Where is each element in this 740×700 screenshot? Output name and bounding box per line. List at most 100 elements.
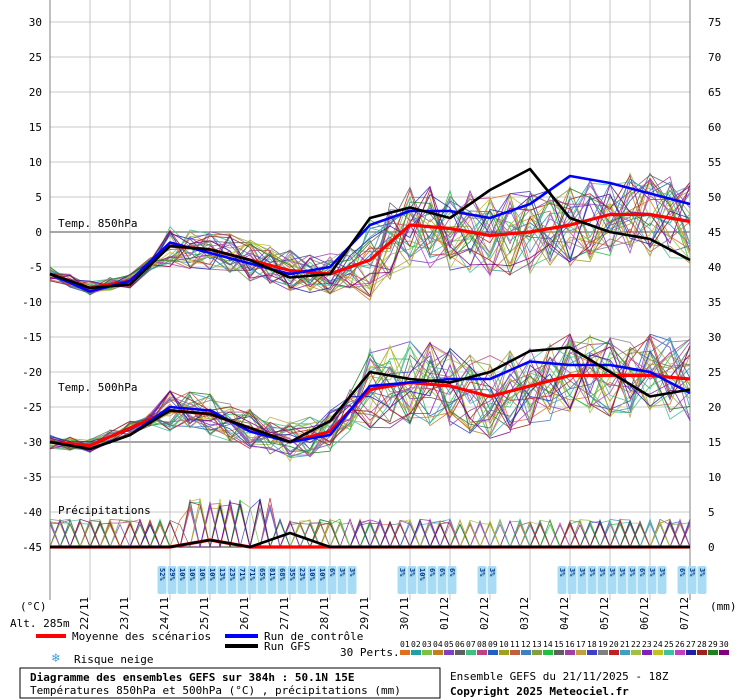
x-date-label: 01/12 <box>438 597 451 630</box>
y-tick-left: 25 <box>29 51 42 64</box>
snow-risk-value: 3% <box>698 568 706 577</box>
snow-risk-value: 6% <box>678 568 686 577</box>
snow-risk-value: 3% <box>338 568 346 577</box>
pert-swatch <box>642 650 652 655</box>
snow-risk-badge: 6% <box>427 566 437 594</box>
snow-risk-bg <box>617 566 627 594</box>
pert-number: 09 <box>488 640 498 649</box>
legend-gfs-label: Run GFS <box>264 640 310 653</box>
snow-risk-bg <box>157 566 167 594</box>
legend-control-label: Run de contrôle <box>264 630 363 643</box>
snow-risk-badge: 52% <box>157 566 167 594</box>
snow-risk-bg <box>447 566 457 594</box>
snow-risk-value: 6% <box>438 568 446 577</box>
pert-swatch <box>653 650 663 655</box>
y-tick-left: -10 <box>22 296 42 309</box>
ensemble-member-t850 <box>49 178 691 296</box>
snow-risk-bg <box>277 566 287 594</box>
snow-risk-badge: 3% <box>647 566 657 594</box>
snow-risk-bg <box>167 566 177 594</box>
ensemble-member-t850 <box>49 181 691 286</box>
snow-risk-bg <box>187 566 197 594</box>
y-tick-left: -45 <box>22 541 42 554</box>
snow-risk-badge: 13% <box>217 566 227 594</box>
snow-risk-badge: 6% <box>437 566 447 594</box>
snow-risk-bg <box>397 566 407 594</box>
snow-risk-value: 3% <box>608 568 616 577</box>
legend-snow-label: Risque neige <box>74 653 153 666</box>
snow-risk-value: 3% <box>488 568 496 577</box>
series-precip-gfs <box>50 531 690 549</box>
snow-risk-badge: 3% <box>567 566 577 594</box>
ensemble-member-t850 <box>49 181 691 293</box>
snow-risk-badge: 29% <box>167 566 177 594</box>
snow-risk-value: 10% <box>188 568 196 581</box>
pert-number: 27 <box>686 640 696 649</box>
y-tick-left: -25 <box>22 401 42 414</box>
pert-number: 22 <box>631 640 641 649</box>
snow-risk-bg <box>407 566 417 594</box>
snow-risk-bg <box>197 566 207 594</box>
snow-risk-value: 3% <box>688 568 696 577</box>
snow-risk-value: 6% <box>328 568 336 577</box>
pert-swatch <box>488 650 498 655</box>
ensemble-member-t500 <box>49 346 691 453</box>
snow-risk-badge: 3% <box>617 566 627 594</box>
snow-risk-value: 3% <box>628 568 636 577</box>
snow-risk-value: 3% <box>618 568 626 577</box>
y-tick-right: 15 <box>708 436 721 449</box>
y-tick-left: 30 <box>29 16 42 29</box>
snow-risk-value: 3% <box>568 568 576 577</box>
ensemble-member-t500 <box>49 338 691 458</box>
x-date-label: 06/12 <box>638 597 651 630</box>
pert-number: 15 <box>554 640 564 649</box>
snow-risk-badge: 10% <box>417 566 427 594</box>
snow-risk-badge: 10% <box>177 566 187 594</box>
snow-risk-badge: 10% <box>197 566 207 594</box>
ensemble-member-t500 <box>49 341 691 453</box>
series-t500-control <box>49 360 691 451</box>
snow-risk-bg <box>237 566 247 594</box>
snow-risk-badge: 3% <box>407 566 417 594</box>
snow-risk-value: 3% <box>478 568 486 577</box>
main-series-lines <box>49 167 691 549</box>
y-tick-right: 30 <box>708 331 721 344</box>
snow-risk-badge: 35% <box>287 566 297 594</box>
snow-risk-value: 10% <box>418 568 426 581</box>
x-date-label: 23/11 <box>118 597 131 630</box>
snow-risk-value: 52% <box>158 568 166 581</box>
y-tick-right: 5 <box>708 506 715 519</box>
snow-risk-bg <box>257 566 267 594</box>
snow-risk-bg <box>267 566 277 594</box>
pert-number: 21 <box>620 640 630 649</box>
pert-number: 08 <box>477 640 487 649</box>
snow-risk-bg <box>657 566 667 594</box>
pert-number: 03 <box>422 640 432 649</box>
pert-swatch <box>620 650 630 655</box>
pert-swatch <box>719 650 729 655</box>
snow-risk-badge: 71% <box>247 566 257 594</box>
y-tick-left: -20 <box>22 366 42 379</box>
pert-swatch <box>631 650 641 655</box>
pert-number: 11 <box>510 640 520 649</box>
panel-label-500: Temp. 500hPa <box>58 381 137 394</box>
pert-swatch <box>697 650 707 655</box>
snow-risk-value: 6% <box>428 568 436 577</box>
ensemble-member-t850 <box>49 174 691 295</box>
snow-risk-value: 6% <box>448 568 456 577</box>
snow-risk-row: 52%29%10%10%16%10%10%13%23%58%71%71%65%8… <box>157 566 707 594</box>
snow-risk-badge: 3% <box>487 566 497 594</box>
legend-perts-label: 30 Perts. <box>340 646 400 659</box>
y-tick-left: -30 <box>22 436 42 449</box>
snow-risk-bg <box>687 566 697 594</box>
pert-number: 18 <box>587 640 597 649</box>
y-tick-left: -35 <box>22 471 42 484</box>
x-date-label: 04/12 <box>558 597 571 630</box>
x-date-label: 26/11 <box>238 597 251 630</box>
snow-risk-value: 35% <box>288 568 296 581</box>
snow-risk-value: 13% <box>218 568 226 581</box>
pert-swatch <box>510 650 520 655</box>
pert-number: 04 <box>433 640 443 649</box>
snow-risk-value: 10% <box>178 568 186 581</box>
